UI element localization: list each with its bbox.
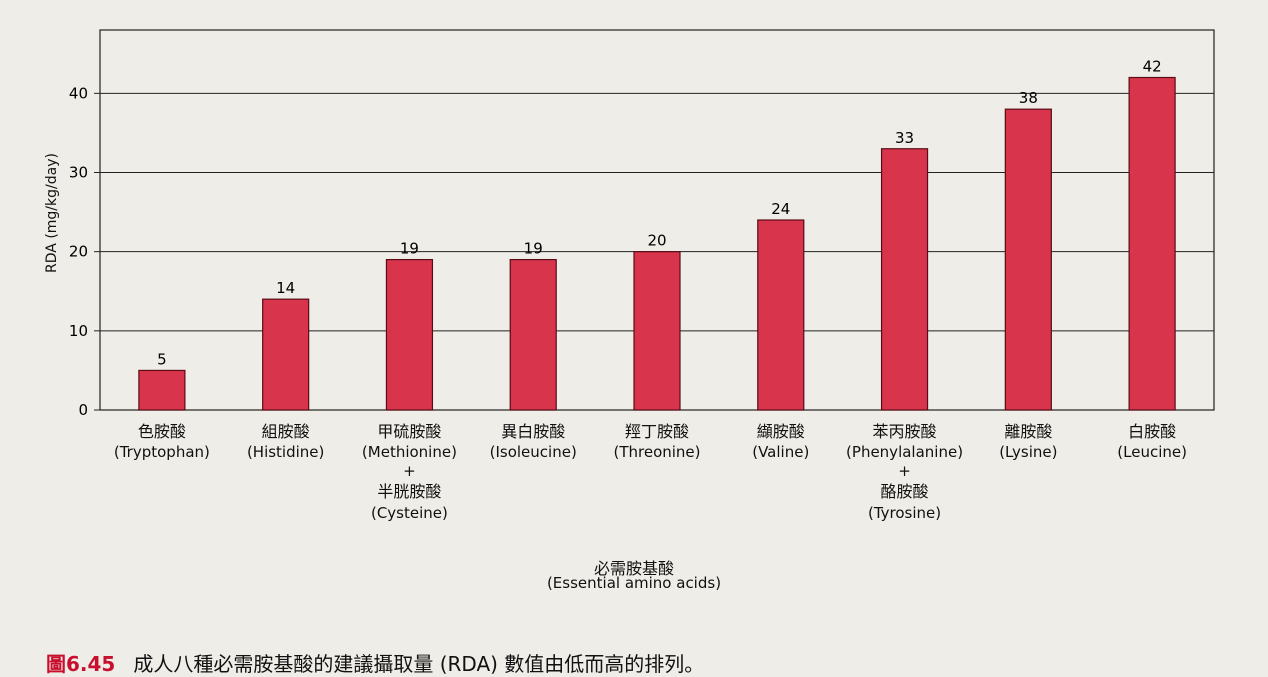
y-axis-label: RDA (mg/kg/day) <box>44 153 60 273</box>
x-tick-label-en: (Threonine) <box>613 443 700 461</box>
figure-number: 圖6.45 <box>46 652 116 676</box>
x-tick-label-zh: 組胺酸 <box>262 422 310 441</box>
bar-value-label: 19 <box>524 240 543 258</box>
x-tick-label-plus: + <box>403 462 416 480</box>
x-tick-label-en: (Valine) <box>752 443 809 461</box>
x-axis-title-en: (Essential amino acids) <box>546 574 722 592</box>
x-tick-label-en: (Methionine) <box>362 443 457 461</box>
x-tick-label-zh: 甲硫胺酸 <box>377 422 441 441</box>
y-tick-label: 30 <box>69 164 88 182</box>
x-tick-label-plus: + <box>898 462 911 480</box>
figure-caption: 圖6.45 成人八種必需胺基酸的建議攝取量 (RDA) 數值由低而高的排列。 <box>46 648 704 677</box>
x-tick-label-zh-2: 酪胺酸 <box>881 482 929 501</box>
bar <box>509 258 557 411</box>
y-tick-label: 10 <box>69 322 88 340</box>
bar <box>757 219 805 411</box>
x-tick-label-en: (Phenylalanine) <box>846 443 963 461</box>
caption-text: 成人八種必需胺基酸的建議攝取量 (RDA) 數值由低而高的排列。 <box>133 652 705 676</box>
x-tick-label-en-2: (Tyrosine) <box>868 504 941 522</box>
bar-value-label: 33 <box>895 129 914 147</box>
y-tick-label: 0 <box>78 401 88 419</box>
bar <box>138 369 186 411</box>
x-axis-title-zh: 必需胺基酸 <box>593 559 674 578</box>
x-tick-label-zh: 白胺酸 <box>1128 422 1176 441</box>
y-tick-label: 40 <box>69 84 88 102</box>
y-tick-label: 20 <box>69 243 88 261</box>
x-tick-label-en: (Histidine) <box>247 443 324 461</box>
bar-value-label: 20 <box>647 232 666 250</box>
bar-value-label: 24 <box>771 200 790 218</box>
bar <box>633 251 681 411</box>
x-tick-label-en-2: (Cysteine) <box>371 504 448 522</box>
x-tick-label-zh: 異白胺酸 <box>501 422 565 441</box>
bar <box>880 148 929 411</box>
x-tick-label-zh: 色胺酸 <box>138 422 186 441</box>
x-tick-label-zh: 纈胺酸 <box>757 422 805 441</box>
bar <box>385 258 434 411</box>
x-tick-label-en: (Lysine) <box>999 443 1057 461</box>
bar-value-label: 38 <box>1019 89 1038 107</box>
bar-value-label: 5 <box>157 350 167 368</box>
bar-value-label: 42 <box>1143 58 1162 76</box>
bar <box>1128 76 1176 411</box>
x-tick-label-en: (Leucine) <box>1117 443 1187 461</box>
bar-value-label: 19 <box>400 240 419 258</box>
bar <box>1004 108 1052 411</box>
x-tick-label-en: (Tryptophan) <box>114 443 210 461</box>
x-tick-label-zh: 離胺酸 <box>1004 422 1052 441</box>
x-tick-label-zh: 羥丁胺酸 <box>625 422 689 441</box>
bar-value-label: 14 <box>276 279 295 297</box>
x-tick-label-zh-2: 半胱胺酸 <box>377 482 441 501</box>
x-tick-label-zh: 苯丙胺酸 <box>873 422 937 441</box>
x-tick-label-en: (Isoleucine) <box>490 443 577 461</box>
bar <box>262 298 310 411</box>
